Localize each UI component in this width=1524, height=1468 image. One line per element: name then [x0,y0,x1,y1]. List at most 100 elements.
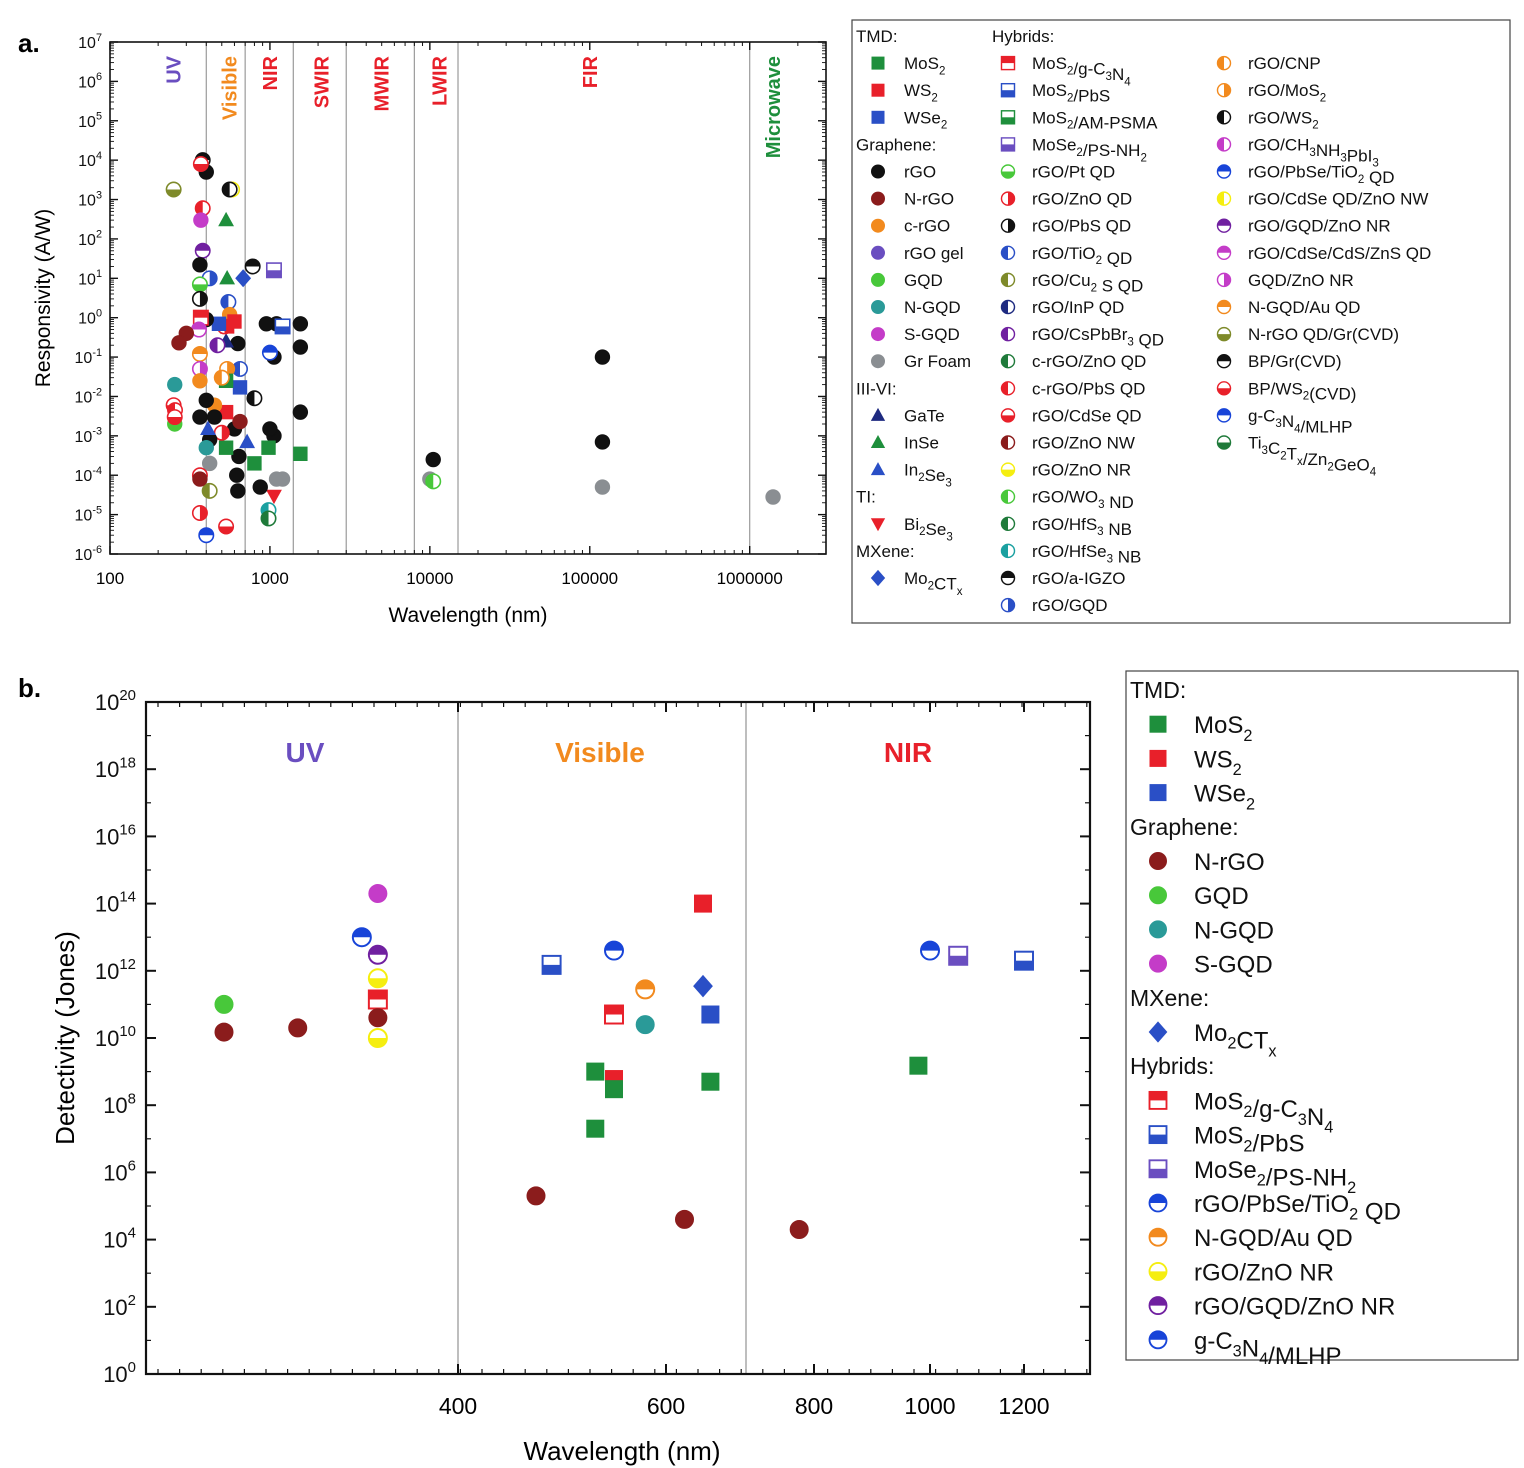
legend-label-n-gqd-au-qd: N-GQD/Au QD [1248,298,1360,317]
panel-b-label: b. [18,673,41,703]
panel-a-x-axis-label: Wavelength (nm) [388,604,547,627]
data-point-n-gqd [198,440,214,456]
legend-label-n-gqd: N-GQD [1194,917,1274,944]
data-point-wse2 [232,380,248,395]
data-point-mos2-g-c3n4 [367,989,388,1010]
data-point-rgo-gqd-zno-nr [194,242,211,259]
data-point-rgo-ws2 [246,390,263,407]
legend-label-rgo-pbse-tio2-qd: rGO/PbSe/TiO2 QD [1248,163,1395,187]
data-point-mos2-pbs [1014,950,1034,971]
legend-label-rgo-cspbbr3-qd: rGO/CsPbBr3 QD [1032,325,1164,349]
data-point-rgo-wo3-nd [425,473,442,490]
data-point-rgo [594,434,611,450]
y-tick-label-1e-6: 10-6 [75,544,102,564]
data-point-rgo [292,339,309,355]
x-tick-label-1200: 1200 [998,1393,1049,1419]
legend-label-mos2-g-c3n4: MoS2/g-C3N4 [1194,1088,1333,1136]
x-tick-label-1000: 1000 [904,1393,955,1419]
legend-label-in2se3: In2Se3 [904,461,952,490]
legend-marker-ws2 [1149,749,1167,767]
panel-a-legend: TMD: MoS2 WS2 WSe2 Graphene: rGO N-rGO c-rGO rGO… [856,27,1431,615]
legend-marker-rgo-cu2-s-qd [1000,272,1016,288]
y-tick-label-1e-1: 10-1 [75,347,102,367]
legend-label-rgo-gel: rGO gel [904,244,964,263]
y-tick-label-1e6: 106 [103,1158,136,1186]
legend-header-tmd: TMD: [856,27,898,46]
legend-label-mos2-pbs: MoS2/PbS [1032,81,1110,105]
region-label-fir: FIR [580,55,602,88]
legend-marker-rgo-cdse-cds-zns-qd [1216,245,1232,261]
panel-b-data-points [214,883,1034,1239]
legend-marker-mo2ctx [870,569,886,587]
y-tick-label-1e-2: 10-2 [75,386,102,406]
x-tick-label-600: 600 [647,1393,685,1419]
data-point-rgo-hfs3-nb [260,510,277,527]
legend-header-mxene: MXene: [856,542,915,561]
legend-marker-rgo-gqd-zno-nr [1148,1296,1168,1316]
legend-label-mose2-ps-nh2: MoSe2/PS-NH2 [1032,135,1147,164]
legend-marker-inse [870,435,886,449]
panel-a-plot-frame [109,41,827,555]
data-point-rgo [262,421,278,437]
y-tick-label-1e18: 1018 [95,754,136,782]
data-point-inse [218,211,235,227]
y-tick-label-1e20: 1020 [95,687,136,715]
legend-marker-rgo-tio2-qd [1000,245,1016,261]
legend-marker-n-gqd [1149,920,1167,939]
legend-marker-mo2ctx [1148,1021,1168,1043]
panel-b-x-axis-label: Wavelength (nm) [524,1436,721,1466]
data-point-rgo-zno-nr [367,1028,388,1048]
legend-marker-gr-foam [871,354,885,369]
legend-marker-g-c3n4-mlhp [1148,1330,1168,1350]
data-point-rgo-pbse-tio2-qd [351,927,372,948]
legend-label-rgo-gqd-zno-nr: rGO/GQD/ZnO NR [1194,1294,1395,1321]
legend-marker-rgo-zno-qd [1000,191,1016,206]
data-point-ws2 [218,404,234,420]
x-tick-label-10000: 10000 [406,569,453,588]
legend-label-n-gqd-au-qd: N-GQD/Au QD [1194,1225,1353,1252]
legend-label-ti3c2tx-zn2geo4: Ti3C2Tx/Zn2GeO4 [1248,434,1377,479]
legend-label-gqd-zno-nr: GQD/ZnO NR [1248,271,1354,290]
panel-a-label: a. [18,28,40,58]
y-tick-label-1e0: 100 [78,307,102,327]
data-point-in2se3 [200,420,216,436]
data-point-mos2 [247,456,262,471]
data-point-mos2 [293,446,308,462]
legend-label-g-c3n4-mlhp: g-C3N4/MLHP [1248,406,1353,436]
legend-marker-wse2 [871,110,885,124]
legend-marker-rgo-hfs3-nb [1000,516,1016,532]
data-point-rgo-cdse-cds-zns-qd [190,321,207,338]
panel-b-region-lines: UV Visible NIR [286,702,932,1374]
legend-header-ti: TI: [856,488,876,507]
legend-label-rgo-pbse-tio2-qd: rGO/PbSe/TiO2 QD [1194,1191,1401,1226]
data-point-mos2 [586,1062,605,1081]
legend-marker-mos2-g-c3n4 [1148,1090,1168,1110]
data-point-gqd [214,994,234,1014]
legend-label-c-rgo: c-rGO [904,217,950,236]
region-label-visible: Visible [555,737,645,768]
legend-marker-n-gqd [871,300,885,314]
legend-label-rgo-zno-nw: rGO/ZnO NW [1032,434,1135,453]
data-point-rgo-cnp [213,369,230,386]
data-point-rgo-cdse-qd [192,155,209,172]
panel-a: a. UV Visible NIR SWIR MWIR LWIR FIR Microwave … [18,19,1511,627]
data-point-rgo [594,349,611,365]
legend-label-n-gqd: N-GQD [904,298,961,317]
legend-label-rgo-mos2: rGO/MoS2 [1248,81,1326,104]
data-point-wse2 [701,1005,720,1024]
legend-marker-c-rgo-pbs-qd [1000,381,1016,396]
data-point-rgo [206,409,223,425]
data-point-rgo [230,335,246,352]
legend-marker-rgo [871,164,885,179]
data-point-n-gqd-au-qd [191,345,208,362]
data-point-n-rgo [675,1209,694,1229]
data-point-g-c3n4-mlhp [604,940,624,961]
legend-label-rgo-inp-qd: rGO/InP QD [1032,298,1124,317]
legend-label-rgo-tio2-qd: rGO/TiO2 QD [1032,244,1132,268]
legend-label-gqd: GQD [904,271,943,290]
legend-label-rgo-a-igzo: rGO/a-IGZO [1032,569,1126,588]
legend-header-graphene: Graphene: [856,135,936,154]
legend-marker-mos2-am-psma [1000,110,1016,125]
data-point-ws2 [694,894,712,913]
